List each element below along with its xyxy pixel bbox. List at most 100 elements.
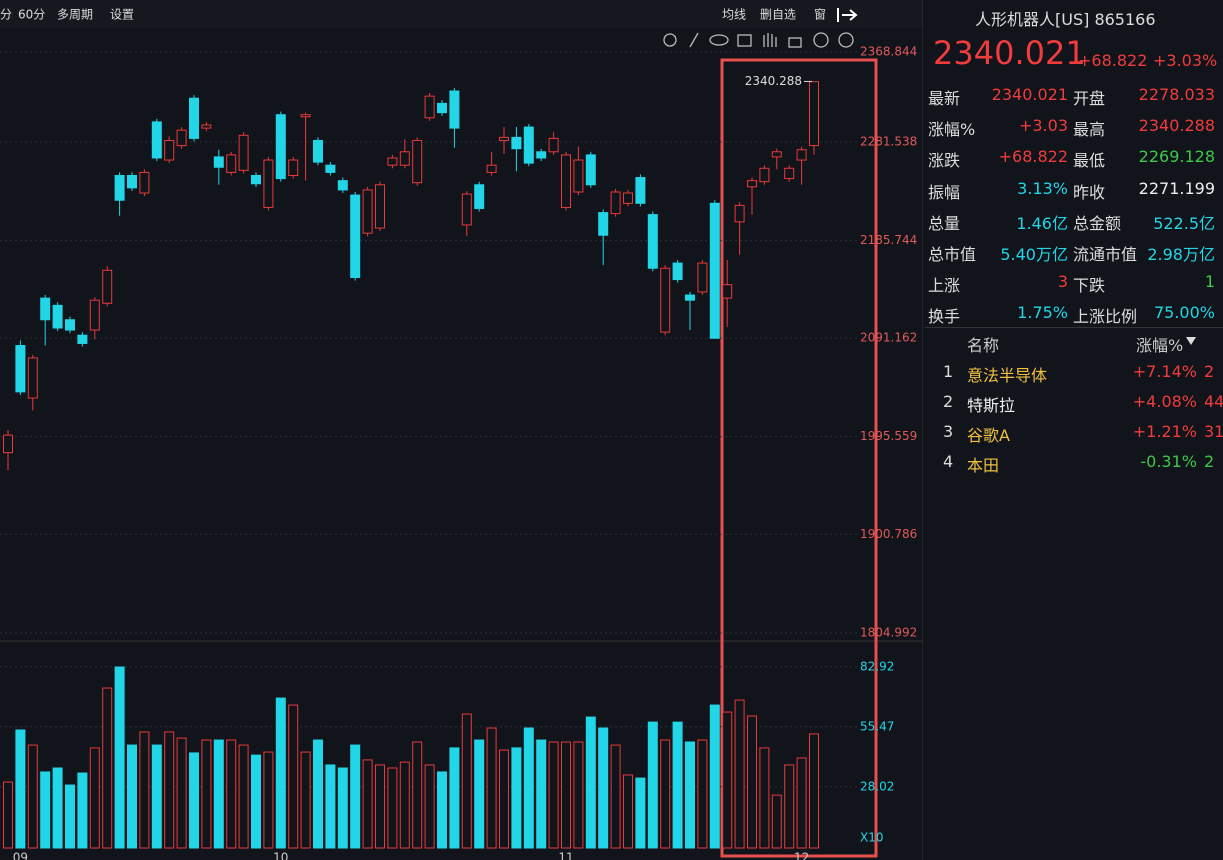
volume-bar [647,721,658,849]
toolbar-button[interactable]: 设置 [110,8,134,22]
volume-bar [685,741,695,849]
candle-body [697,262,708,293]
stat-value: 2271.199 [1138,178,1215,198]
x-tick-label: 09 [13,851,28,860]
icon[interactable] [813,32,829,48]
stock-name[interactable]: 意法半导体 [967,366,1048,385]
stat-value: 1.75% [1017,303,1068,323]
volume-bar [523,727,534,849]
volume-bar [238,744,249,849]
y-tick-label: 82.92 [860,659,894,673]
volume-bar [747,715,757,849]
volume-bar [362,759,373,849]
candle-body [561,154,571,208]
stat-value: 3 [1057,272,1068,292]
candle-body [313,139,323,163]
stat-label: 昨收 [1073,182,1106,202]
chart: 分 60分 多周期 设置 均线 删自选 窗 2368.844 2281.538 2185.744 2… [0,0,923,860]
row-index: 1 [943,362,954,381]
y-tick-label: 1995.559 [860,429,917,443]
candle-body [796,149,807,161]
stat-value: 522.5亿 [1153,213,1215,233]
volume-bar [263,751,274,849]
candle-body [375,184,385,229]
icon[interactable] [838,32,854,48]
stat-label: 换手 [928,307,961,327]
volume-bar [3,781,13,849]
candle-body [350,194,361,279]
candle-body [27,357,38,399]
candle-body [251,174,261,185]
volume-bar [610,744,621,849]
volume-bar [40,771,51,849]
sort-icon[interactable] [1186,337,1196,345]
volume-bar [375,764,385,849]
x-tick-label: 10 [273,851,288,860]
volume-bar [300,751,311,849]
candle-body [660,267,671,333]
candle-body [598,212,609,236]
volume-bar [623,774,633,849]
y-tick-label: 2091.162 [860,331,917,345]
volume-bar [176,737,187,849]
volume-bar [511,747,522,849]
volume-bar [486,727,497,849]
toolbar-button[interactable]: 均线 [722,8,746,22]
volume-bar [734,699,745,849]
volume-bar [561,741,571,849]
candle-body [499,136,509,141]
column-header[interactable]: 涨幅% [1136,336,1184,355]
change: +68.822 [1078,51,1148,70]
icon[interactable] [689,32,699,48]
stock-extra: 2 [1204,452,1215,471]
candle-body [300,114,311,118]
icon[interactable] [663,33,677,47]
candle-body [176,129,187,147]
candle-body [461,193,472,226]
icon[interactable] [709,34,729,46]
volume-bar [337,767,348,849]
candle-body [337,180,348,191]
stat-value: 2340.288 [1138,116,1215,136]
toolbar-button[interactable]: 删自选 [760,8,796,22]
stock-name[interactable]: 谷歌A [967,426,1010,445]
candle-body [139,171,150,194]
icon[interactable] [837,8,858,22]
toolbar-button[interactable]: 60分 [18,8,45,22]
candle-body [449,90,460,129]
stat-value: +3.03 [1018,116,1068,136]
candle-body [536,151,547,159]
candle-body [610,191,621,215]
toolbar-button[interactable]: 多周期 [57,8,93,22]
toolbar-button[interactable]: 窗 [814,8,826,22]
stat-label: 总量 [928,213,961,233]
candle-body [164,139,175,161]
icon[interactable] [788,37,802,48]
candle-body [15,345,26,393]
stock-change: +7.14% [1132,362,1197,381]
volume-bar [759,747,770,849]
volume-bar [213,739,224,849]
candle-body [399,151,410,166]
stock-change: -0.31% [1140,452,1197,471]
stock-name[interactable]: 特斯拉 [967,396,1016,415]
toolbar-button[interactable]: 分 [0,8,12,22]
candle-body [65,319,75,331]
stat-label: 上涨 [928,276,961,296]
y-tick-label: 2368.844 [860,45,917,59]
stat-label: 上涨比例 [1073,307,1138,327]
divider [925,327,1223,328]
candle-body [784,167,795,180]
icon[interactable] [763,33,777,47]
volume-bar [102,687,113,849]
volume-bar [139,731,150,849]
volume-bar [585,716,596,849]
stat-value: 2269.128 [1138,147,1215,167]
stat-label: 涨跌 [928,151,961,171]
icon[interactable] [737,34,752,47]
stock-name[interactable]: 本田 [967,456,1000,475]
stat-label: 最新 [928,89,961,108]
stat-value: 2340.021 [991,85,1068,104]
volume-bar [189,752,199,849]
volume-bar [548,741,559,849]
